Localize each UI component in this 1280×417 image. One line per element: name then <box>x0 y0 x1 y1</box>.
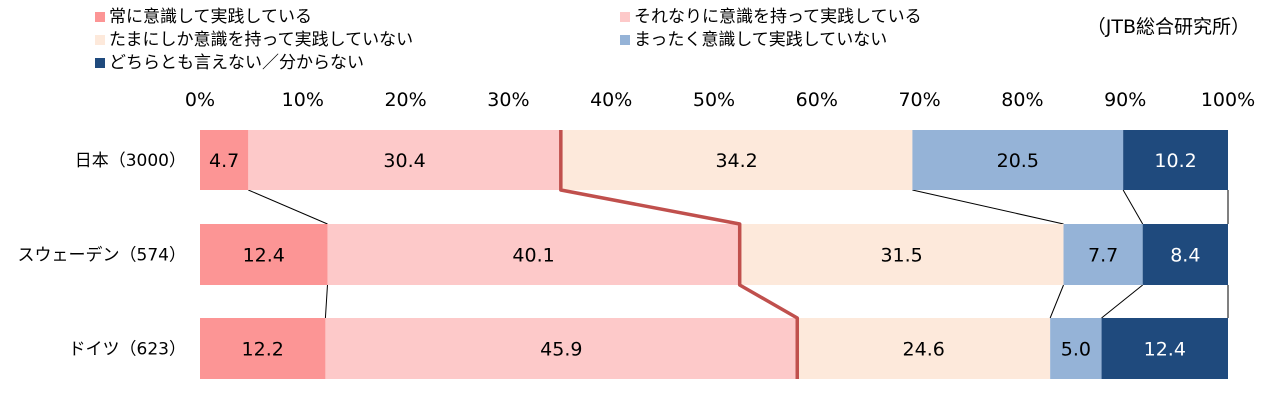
x-tick-label: 60% <box>796 89 838 111</box>
connector-line <box>1101 284 1143 319</box>
connector-lines <box>248 189 1229 319</box>
bar-segment <box>327 224 740 285</box>
data-label: 31.5 <box>880 245 922 267</box>
data-label: 34.2 <box>715 150 757 172</box>
category-label: ドイツ（623） <box>69 340 186 360</box>
data-label: 12.2 <box>242 339 284 361</box>
bar-segment <box>1123 130 1228 190</box>
bars: 4.7 30.4 34.2 20.5 10.2 12.4 40.1 31.5 7.7 8.4 12.… <box>200 130 1228 379</box>
category-label: スウェーデン（574） <box>18 245 186 266</box>
legend-swatch <box>620 35 630 45</box>
bar-segment <box>1101 318 1228 379</box>
bar-segment <box>200 130 249 190</box>
bar-segment <box>1050 318 1102 379</box>
bar-segment <box>739 224 1064 285</box>
data-label: 40.1 <box>512 245 554 267</box>
legend-swatch <box>95 12 105 22</box>
connector-line <box>324 284 328 319</box>
highlight-boundary-line <box>559 130 800 379</box>
bar-segment <box>200 318 326 379</box>
connector-line <box>248 189 328 225</box>
category-labels: 日本（3000） スウェーデン（574） ドイツ（623） <box>18 151 186 360</box>
legend: 常に意識して実践している それなりに意識を持って実践しているたまにしか意識を持って… <box>95 7 922 73</box>
bar-segment <box>560 130 913 190</box>
x-tick-label: 80% <box>1001 89 1043 111</box>
category-label: 日本（3000） <box>75 151 186 171</box>
legend-swatch <box>620 12 630 22</box>
data-label: 12.4 <box>1144 339 1186 361</box>
legend-label: 常に意識して実践している <box>109 7 312 27</box>
data-label: 12.4 <box>243 245 285 267</box>
legend-label: たまにしか意識を持って実践していない <box>109 30 413 50</box>
bar-segment <box>797 318 1051 379</box>
bar-segment <box>200 224 328 285</box>
source-note: （JTB総合研究所） <box>1086 16 1250 38</box>
connector-line <box>1122 189 1144 225</box>
x-tick-label: 20% <box>384 89 426 111</box>
legend-label: どちらとも言えない／分からない <box>109 53 364 73</box>
x-tick-label: 40% <box>590 89 632 111</box>
x-tick-label: 30% <box>487 89 529 111</box>
connector-line <box>1049 284 1064 319</box>
bar-segment <box>1063 224 1143 285</box>
x-tick-label: 50% <box>693 89 735 111</box>
highlight-line <box>559 130 800 379</box>
data-label: 30.4 <box>383 150 425 172</box>
data-label: 5.0 <box>1061 339 1091 361</box>
legend-swatch <box>95 58 105 68</box>
connector-line <box>912 189 1064 225</box>
data-label: 45.9 <box>540 339 582 361</box>
x-tick-label: 100% <box>1201 89 1255 111</box>
data-label: 7.7 <box>1088 245 1118 267</box>
data-label: 8.4 <box>1170 245 1200 267</box>
x-axis: 0% 10% 20% 30% 40% 50% 60% 70% 80% 90% 100% <box>185 89 1255 111</box>
bar-segment <box>912 130 1124 190</box>
x-tick-label: 90% <box>1104 89 1146 111</box>
legend-swatch <box>95 35 105 45</box>
data-label: 24.6 <box>903 339 945 361</box>
legend-label: まったく意識して実践していない <box>634 30 887 50</box>
bar-segment <box>1142 224 1228 285</box>
data-label: 20.5 <box>997 150 1039 172</box>
legend-label: それなりに意識を持って実践している <box>634 7 922 27</box>
data-label: 10.2 <box>1154 150 1196 172</box>
x-tick-label: 70% <box>898 89 940 111</box>
x-tick-label: 10% <box>282 89 324 111</box>
bar-segment <box>325 318 798 379</box>
x-tick-label: 0% <box>185 89 215 111</box>
data-label: 4.7 <box>209 150 239 172</box>
bar-segment <box>248 130 561 190</box>
